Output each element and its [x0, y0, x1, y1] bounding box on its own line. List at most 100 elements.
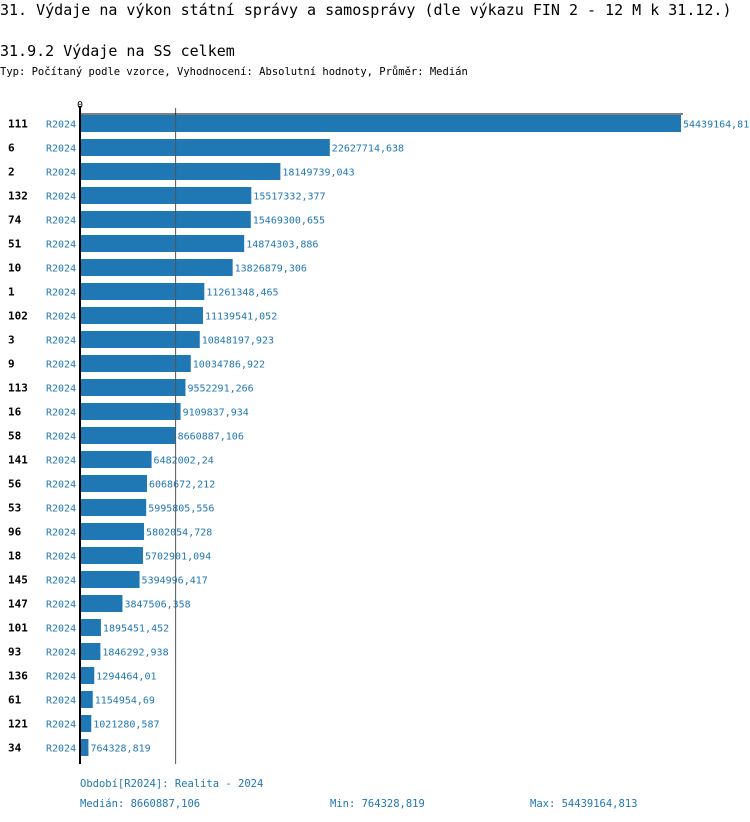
- bar: [80, 667, 95, 684]
- category-label: 1: [8, 286, 15, 299]
- bar: [80, 523, 145, 540]
- category-label: 61: [8, 694, 22, 707]
- median-summary: Medián: 8660887,106: [80, 798, 201, 810]
- value-label: 10034786,922: [193, 360, 265, 371]
- category-label: 93: [8, 646, 21, 659]
- series-label: R2024: [46, 480, 76, 491]
- value-label: 13826879,306: [235, 264, 307, 275]
- bar: [80, 139, 330, 156]
- series-label: R2024: [46, 720, 76, 731]
- series-label: R2024: [46, 600, 76, 611]
- max-summary: Max: 54439164,813: [530, 798, 638, 810]
- value-label: 1021280,587: [93, 720, 159, 731]
- series-label: R2024: [46, 336, 76, 347]
- value-label: 54439164,81: [683, 120, 749, 131]
- bar: [80, 475, 147, 492]
- series-label: R2024: [46, 216, 76, 227]
- category-label: 113: [8, 382, 28, 395]
- chart-description: Typ: Počítaný podle vzorce, Vyhodnocení:…: [0, 66, 468, 78]
- category-label: 34: [8, 742, 22, 755]
- bar: [80, 307, 203, 324]
- series-label: R2024: [46, 192, 76, 203]
- category-label: 147: [8, 598, 28, 611]
- value-label: 11261348,465: [206, 288, 278, 299]
- category-label: 96: [8, 526, 22, 539]
- bar: [80, 691, 93, 708]
- bar: [80, 355, 191, 372]
- series-label: R2024: [46, 648, 76, 659]
- value-label: 22627714,638: [332, 144, 404, 155]
- series-label: R2024: [46, 432, 76, 443]
- value-label: 15517332,377: [253, 192, 325, 203]
- series-label: R2024: [46, 144, 76, 155]
- bar: [80, 427, 176, 444]
- series-label: R2024: [46, 288, 76, 299]
- category-label: 9: [8, 358, 15, 371]
- series-label: R2024: [46, 672, 76, 683]
- value-label: 15469300,655: [253, 216, 325, 227]
- category-label: 16: [8, 406, 22, 419]
- value-label: 1846292,938: [102, 648, 168, 659]
- bar: [80, 115, 681, 132]
- category-label: 56: [8, 478, 22, 491]
- bar: [80, 379, 186, 396]
- value-label: 14874303,886: [246, 240, 318, 251]
- bar: [80, 451, 152, 468]
- value-label: 18149739,043: [282, 168, 354, 179]
- min-summary: Min: 764328,819: [330, 798, 425, 810]
- value-label: 1895451,452: [103, 624, 169, 635]
- series-label: R2024: [46, 528, 76, 539]
- value-label: 8660887,106: [178, 432, 244, 443]
- bar: [80, 259, 233, 276]
- series-label: R2024: [46, 264, 76, 275]
- category-label: 141: [8, 454, 28, 467]
- bar: [80, 331, 200, 348]
- category-label: 145: [8, 574, 28, 587]
- series-label: R2024: [46, 384, 76, 395]
- series-label: R2024: [46, 168, 76, 179]
- bar: [80, 403, 181, 420]
- period-legend: Období[R2024]: Realita - 2024: [80, 778, 264, 790]
- bar: [80, 499, 147, 516]
- series-label: R2024: [46, 504, 76, 515]
- bar: [80, 715, 92, 732]
- category-label: 6: [8, 142, 15, 155]
- category-label: 102: [8, 310, 28, 323]
- series-label: R2024: [46, 744, 76, 755]
- value-label: 6482002,24: [154, 456, 214, 467]
- category-label: 111: [8, 118, 28, 131]
- value-label: 11139541,052: [205, 312, 277, 323]
- bar: [80, 739, 89, 756]
- value-label: 5702901,094: [145, 552, 211, 563]
- bar: [80, 163, 281, 180]
- bar: [80, 619, 101, 636]
- series-label: R2024: [46, 576, 76, 587]
- category-label: 74: [8, 214, 22, 227]
- value-label: 9109837,934: [183, 408, 249, 419]
- value-label: 5394996,417: [142, 576, 208, 587]
- value-label: 764328,819: [90, 744, 150, 755]
- category-label: 10: [8, 262, 21, 275]
- value-label: 5802054,728: [146, 528, 212, 539]
- bar: [80, 595, 123, 612]
- category-label: 132: [8, 190, 28, 203]
- category-label: 3: [8, 334, 15, 347]
- bar: [80, 187, 252, 204]
- series-label: R2024: [46, 360, 76, 371]
- value-label: 10848197,923: [202, 336, 274, 347]
- series-label: R2024: [46, 312, 76, 323]
- series-label: R2024: [46, 552, 76, 563]
- x-tick-label: 0: [77, 100, 83, 111]
- category-label: 18: [8, 550, 21, 563]
- category-label: 58: [8, 430, 21, 443]
- series-label: R2024: [46, 120, 76, 131]
- category-label: 51: [8, 238, 22, 251]
- bar: [80, 547, 143, 564]
- series-label: R2024: [46, 624, 76, 635]
- category-label: 136: [8, 670, 28, 683]
- category-label: 101: [8, 622, 28, 635]
- bar: [80, 571, 140, 588]
- bar: [80, 211, 251, 228]
- bar: [80, 283, 205, 300]
